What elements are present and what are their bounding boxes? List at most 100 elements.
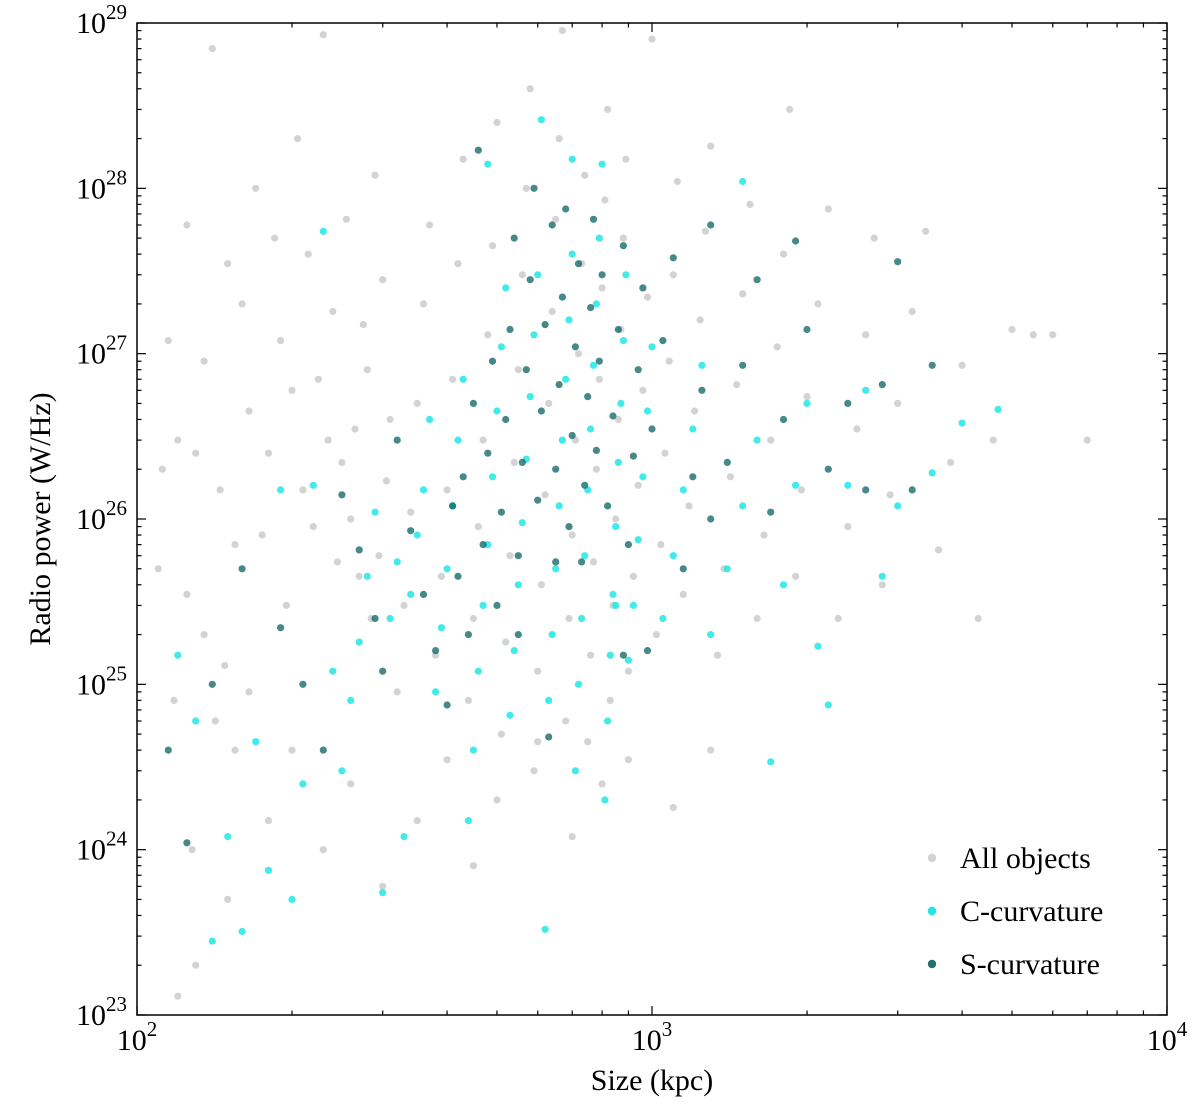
point-0-77 bbox=[565, 614, 573, 623]
x-tick-label-1: 103 bbox=[632, 1017, 673, 1057]
point-0-94 bbox=[614, 415, 622, 424]
point-0-41 bbox=[400, 601, 408, 610]
point-0-39 bbox=[386, 415, 394, 424]
point-0-28 bbox=[342, 215, 350, 223]
point-1-100 bbox=[862, 386, 870, 394]
point-2-29 bbox=[510, 234, 518, 242]
point-2-55 bbox=[598, 271, 606, 279]
point-0-68 bbox=[534, 667, 542, 675]
point-0-150 bbox=[1049, 331, 1057, 339]
point-0-74 bbox=[555, 135, 563, 143]
y-tick-label-1-base: 10 bbox=[76, 834, 106, 867]
point-2-37 bbox=[541, 321, 549, 329]
point-1-2 bbox=[208, 937, 216, 945]
point-2-0 bbox=[164, 746, 172, 754]
x-tick-label-1-base: 10 bbox=[632, 1024, 662, 1057]
point-0-71 bbox=[545, 399, 553, 407]
point-0-14 bbox=[271, 234, 279, 242]
point-2-22 bbox=[479, 541, 487, 549]
point-1-75 bbox=[617, 399, 625, 407]
point-0-146 bbox=[974, 614, 982, 623]
point-0-134 bbox=[844, 523, 852, 531]
point-0-155 bbox=[288, 746, 296, 754]
point-2-17 bbox=[454, 572, 462, 580]
point-1-88 bbox=[698, 361, 706, 369]
point-0-17 bbox=[288, 386, 296, 394]
series-2 bbox=[164, 146, 936, 847]
point-0-57 bbox=[488, 242, 497, 250]
y-tick-label-5: 1028 bbox=[76, 165, 127, 205]
point-0-162 bbox=[493, 796, 501, 804]
point-0-168 bbox=[707, 746, 715, 754]
point-0-69 bbox=[537, 581, 546, 589]
point-0-166 bbox=[624, 756, 633, 764]
point-2-14 bbox=[432, 647, 440, 655]
point-1-39 bbox=[497, 343, 505, 351]
point-0-66 bbox=[526, 85, 534, 93]
point-2-57 bbox=[609, 412, 617, 420]
point-2-26 bbox=[497, 508, 505, 516]
point-0-82 bbox=[581, 171, 589, 179]
legend-label-2: S-curvature bbox=[960, 948, 1100, 981]
point-1-107 bbox=[568, 155, 576, 163]
point-0-99 bbox=[629, 572, 638, 580]
y-tick-label-2-exp: 25 bbox=[106, 661, 127, 685]
point-2-2 bbox=[208, 680, 216, 688]
point-0-15 bbox=[277, 337, 285, 345]
point-0-139 bbox=[886, 491, 894, 499]
point-2-53 bbox=[592, 446, 601, 454]
point-2-38 bbox=[545, 733, 553, 741]
point-0-118 bbox=[726, 473, 735, 481]
point-0-45 bbox=[426, 221, 434, 229]
point-1-101 bbox=[878, 572, 886, 580]
point-0-173 bbox=[183, 590, 191, 599]
point-2-3 bbox=[238, 565, 246, 573]
point-1-102 bbox=[894, 502, 902, 510]
point-2-21 bbox=[474, 146, 482, 154]
point-0-6 bbox=[216, 486, 224, 494]
point-1-56 bbox=[562, 375, 570, 383]
point-1-64 bbox=[587, 425, 595, 433]
point-1-30 bbox=[454, 436, 462, 444]
point-2-65 bbox=[648, 425, 656, 433]
point-2-35 bbox=[534, 496, 542, 504]
point-2-31 bbox=[518, 458, 526, 466]
point-2-79 bbox=[824, 465, 832, 473]
point-1-9 bbox=[299, 780, 307, 788]
point-2-44 bbox=[565, 523, 573, 531]
point-1-37 bbox=[488, 473, 497, 481]
point-1-65 bbox=[589, 361, 598, 369]
point-0-48 bbox=[443, 486, 451, 494]
point-0-126 bbox=[779, 250, 788, 258]
point-0-130 bbox=[803, 393, 811, 401]
point-1-94 bbox=[779, 581, 788, 589]
point-0-51 bbox=[459, 155, 467, 163]
point-1-41 bbox=[506, 711, 514, 719]
y-tick-label-4: 1027 bbox=[76, 331, 127, 371]
point-1-74 bbox=[614, 458, 622, 466]
point-2-6 bbox=[319, 746, 327, 754]
point-0-97 bbox=[622, 155, 630, 163]
point-1-31 bbox=[459, 375, 467, 383]
point-0-59 bbox=[497, 730, 505, 738]
point-2-61 bbox=[629, 452, 638, 460]
point-1-17 bbox=[371, 508, 379, 516]
point-2-52 bbox=[589, 215, 598, 223]
y-tick-label-2: 1025 bbox=[76, 661, 127, 701]
point-2-11 bbox=[393, 436, 401, 444]
point-0-140 bbox=[894, 399, 902, 407]
y-tick-label-4-exp: 27 bbox=[106, 331, 127, 355]
point-0-147 bbox=[989, 436, 997, 444]
point-0-37 bbox=[379, 276, 387, 284]
point-0-67 bbox=[530, 767, 538, 775]
point-0-172 bbox=[170, 696, 178, 705]
point-1-80 bbox=[634, 536, 642, 544]
point-0-122 bbox=[753, 614, 761, 623]
legend-label-1: C-curvature bbox=[960, 895, 1103, 928]
point-2-16 bbox=[449, 502, 457, 510]
point-2-67 bbox=[669, 254, 677, 262]
y-tick-label-3-exp: 26 bbox=[106, 496, 127, 520]
point-1-47 bbox=[530, 331, 538, 339]
point-0-89 bbox=[601, 196, 609, 204]
x-tick-label-2-base: 10 bbox=[1147, 1024, 1177, 1057]
